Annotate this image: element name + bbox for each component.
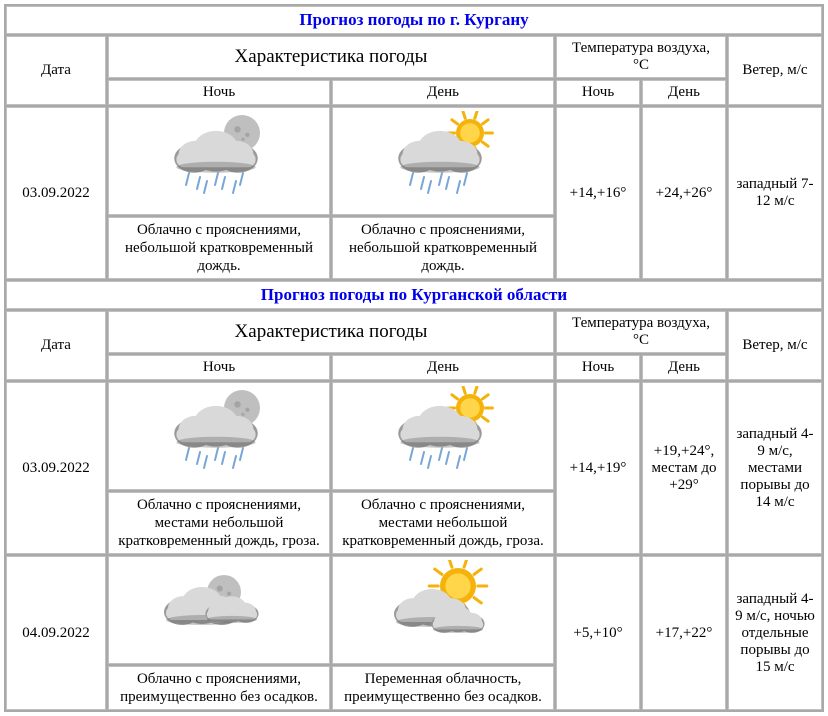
header-temperature: Температура воздуха, °C bbox=[556, 311, 726, 353]
wind-cell: западный 7-12 м/с bbox=[728, 107, 822, 279]
night-temp: +14,+19° bbox=[556, 382, 640, 554]
day-weather-icon bbox=[332, 382, 554, 490]
day-desc: Переменная облачность, преимущественно б… bbox=[332, 666, 554, 710]
date-cell: 03.09.2022 bbox=[6, 107, 106, 279]
header-night: Ночь bbox=[108, 80, 330, 105]
night-desc: Облачно с прояснениями, небольшой кратко… bbox=[108, 217, 330, 279]
night-temp: +14,+16° bbox=[556, 107, 640, 279]
header-characteristic: Характеристика погоды bbox=[108, 36, 554, 78]
date-cell: 04.09.2022 bbox=[6, 556, 106, 710]
day-temp: +17,+22° bbox=[642, 556, 726, 710]
night-weather-icon bbox=[108, 107, 330, 215]
header-day-temp: День bbox=[642, 355, 726, 380]
wind-cell: западный 4-9 м/с, местами порывы до 14 м… bbox=[728, 382, 822, 554]
day-desc: Облачно с прояснениями, местами небольшо… bbox=[332, 492, 554, 554]
night-weather-icon bbox=[108, 556, 330, 664]
day-temp: +19,+24°, местам до +29° bbox=[642, 382, 726, 554]
weather-forecast-tables: Прогноз погоды по г. Кургану Дата Характ… bbox=[4, 4, 824, 712]
day-weather-icon bbox=[332, 107, 554, 215]
night-desc: Облачно с прояснениями, местами небольшо… bbox=[108, 492, 330, 554]
header-day: День bbox=[332, 355, 554, 380]
header-date: Дата bbox=[6, 311, 106, 380]
header-wind: Ветер, м/с bbox=[728, 36, 822, 105]
day-temp: +24,+26° bbox=[642, 107, 726, 279]
header-day-temp: День bbox=[642, 80, 726, 105]
header-day: День bbox=[332, 80, 554, 105]
header-characteristic: Характеристика погоды bbox=[108, 311, 554, 353]
date-cell: 03.09.2022 bbox=[6, 382, 106, 554]
night-weather-icon bbox=[108, 382, 330, 490]
section-title: Прогноз погоды по Курганской области bbox=[6, 281, 822, 309]
wind-cell: западный 4-9 м/с, ночью отдельные порывы… bbox=[728, 556, 822, 710]
header-night-temp: Ночь bbox=[556, 80, 640, 105]
weather-table: Прогноз погоды по г. Кургану Дата Характ… bbox=[4, 4, 824, 712]
night-desc: Облачно с прояснениями, преимущественно … bbox=[108, 666, 330, 710]
header-night: Ночь bbox=[108, 355, 330, 380]
day-desc: Облачно с прояснениями, небольшой кратко… bbox=[332, 217, 554, 279]
night-temp: +5,+10° bbox=[556, 556, 640, 710]
day-weather-icon bbox=[332, 556, 554, 664]
header-date: Дата bbox=[6, 36, 106, 105]
header-night-temp: Ночь bbox=[556, 355, 640, 380]
header-wind: Ветер, м/с bbox=[728, 311, 822, 380]
section-title: Прогноз погоды по г. Кургану bbox=[6, 6, 822, 34]
header-temperature: Температура воздуха, °C bbox=[556, 36, 726, 78]
